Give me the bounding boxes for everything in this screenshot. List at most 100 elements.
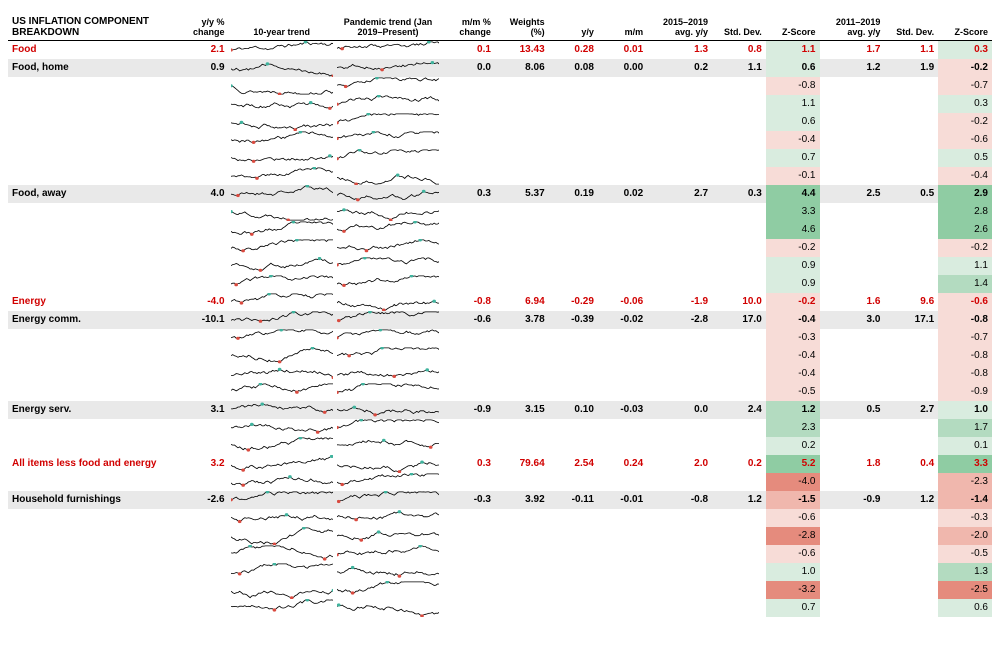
weights: [495, 221, 549, 239]
sparkline-10yr: [229, 419, 335, 437]
yy: 0.19: [549, 185, 598, 203]
yy-pct: [182, 347, 229, 365]
sparkline-pandemic: [335, 275, 441, 293]
zscore-2: -2.0: [938, 527, 992, 545]
std1: 10.0: [712, 293, 766, 311]
table-row: 1.01.3: [8, 563, 992, 581]
std1: [712, 221, 766, 239]
std2: [884, 113, 938, 131]
yy-pct: [182, 527, 229, 545]
yy-pct: 3.2: [182, 455, 229, 473]
std1: [712, 581, 766, 599]
zscore-2: -0.2: [938, 59, 992, 77]
avg-11-19: [820, 563, 885, 581]
std2: 2.7: [884, 401, 938, 419]
avg-15-19: -2.8: [647, 311, 712, 329]
sparkline-10yr: [229, 113, 335, 131]
table-row: Food, away4.00.35.370.190.022.70.34.42.5…: [8, 185, 992, 203]
row-label: [8, 257, 182, 275]
weights: [495, 131, 549, 149]
sparkline-10yr: [229, 149, 335, 167]
mm-pct: [441, 383, 495, 401]
mm-pct: -0.6: [441, 311, 495, 329]
row-label: [8, 527, 182, 545]
avg-11-19: [820, 383, 885, 401]
sparkline-10yr: [229, 203, 335, 221]
sparkline-10yr: [229, 455, 335, 473]
zscore-1: 5.2: [766, 455, 820, 473]
yy: [549, 149, 598, 167]
avg-15-19: [647, 527, 712, 545]
mm: [598, 149, 647, 167]
std2: 1.9: [884, 59, 938, 77]
avg-11-19: [820, 329, 885, 347]
std2: [884, 203, 938, 221]
zscore-2: -0.2: [938, 113, 992, 131]
yy-pct: [182, 167, 229, 185]
row-label: [8, 419, 182, 437]
std1: [712, 599, 766, 617]
table-row: Food2.10.113.430.280.011.30.81.11.71.10.…: [8, 40, 992, 59]
std1: [712, 131, 766, 149]
table-row: -0.6-0.3: [8, 509, 992, 527]
yy-pct: -10.1: [182, 311, 229, 329]
avg-11-19: [820, 365, 885, 383]
avg-11-19: [820, 347, 885, 365]
std1: [712, 509, 766, 527]
sparkline-pandemic: [335, 473, 441, 491]
weights: [495, 383, 549, 401]
sparkline-10yr: [229, 599, 335, 617]
yy-pct: [182, 383, 229, 401]
col-trend10: 10-year trend: [229, 8, 335, 40]
zscore-2: -0.7: [938, 77, 992, 95]
zscore-1: -0.4: [766, 347, 820, 365]
zscore-2: -1.4: [938, 491, 992, 509]
yy: [549, 419, 598, 437]
avg-11-19: [820, 203, 885, 221]
std2: [884, 437, 938, 455]
mm: [598, 221, 647, 239]
mm-pct: [441, 113, 495, 131]
sparkline-10yr: [229, 167, 335, 185]
avg-11-19: [820, 149, 885, 167]
sparkline-pandemic: [335, 401, 441, 419]
mm-pct: -0.9: [441, 401, 495, 419]
weights: [495, 167, 549, 185]
zscore-2: 2.6: [938, 221, 992, 239]
row-label: [8, 329, 182, 347]
mm: [598, 383, 647, 401]
weights: [495, 509, 549, 527]
zscore-2: -0.8: [938, 365, 992, 383]
sparkline-10yr: [229, 311, 335, 329]
sparkline-pandemic: [335, 113, 441, 131]
col-mm: m/m: [598, 8, 647, 40]
yy: [549, 113, 598, 131]
yy: [549, 527, 598, 545]
table-row: -0.8 -0.7: [8, 77, 992, 95]
table-row: -0.4-0.8: [8, 365, 992, 383]
sparkline-10yr: [229, 221, 335, 239]
mm-pct: 0.3: [441, 455, 495, 473]
zscore-1: -0.8: [766, 77, 820, 95]
yy-pct: 4.0: [182, 185, 229, 203]
weights: 3.92: [495, 491, 549, 509]
zscore-1: -0.5: [766, 383, 820, 401]
std2: [884, 383, 938, 401]
zscore-2: 1.7: [938, 419, 992, 437]
table-row: 0.70.6: [8, 599, 992, 617]
sparkline-10yr: [229, 581, 335, 599]
yy-pct: 3.1: [182, 401, 229, 419]
weights: [495, 239, 549, 257]
std1: [712, 473, 766, 491]
sparkline-10yr: [229, 365, 335, 383]
std1: 17.0: [712, 311, 766, 329]
mm-pct: [441, 77, 495, 95]
yy: [549, 437, 598, 455]
row-label: [8, 95, 182, 113]
std1: [712, 239, 766, 257]
table-row: -3.2-2.5: [8, 581, 992, 599]
mm-pct: [441, 167, 495, 185]
mm: [598, 545, 647, 563]
sparkline-pandemic: [335, 455, 441, 473]
table-row: Energy comm.-10.1-0.63.78-0.39-0.02-2.81…: [8, 311, 992, 329]
